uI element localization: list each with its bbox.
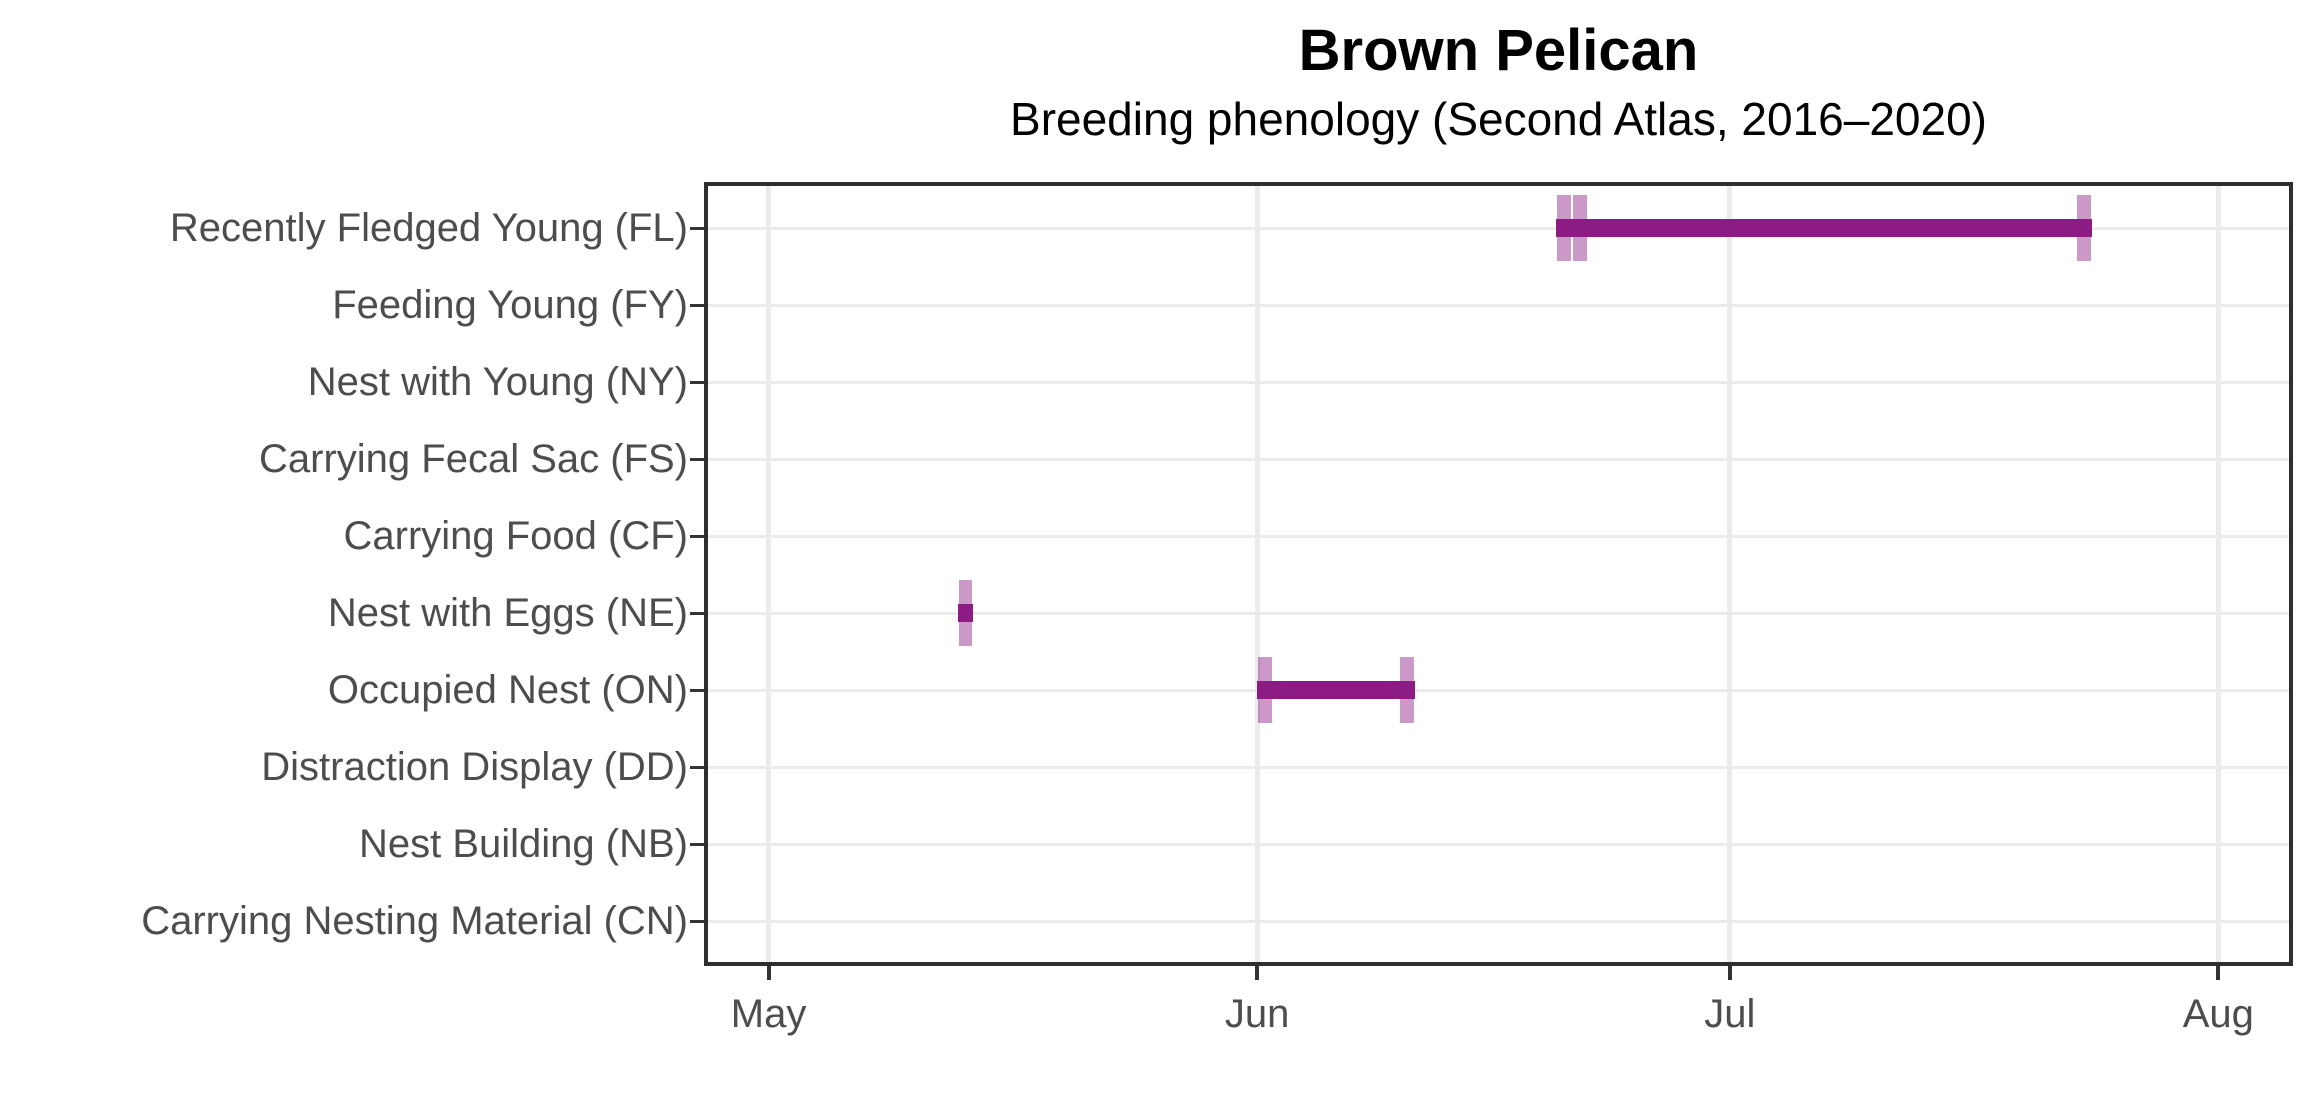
gridline-vertical bbox=[766, 182, 772, 966]
gridline-horizontal bbox=[704, 611, 2293, 615]
x-axis-label: Jun bbox=[1224, 992, 1290, 1036]
phenology-range-bar bbox=[1556, 219, 2093, 237]
gridline-horizontal bbox=[704, 842, 2293, 846]
phenology-range-bar bbox=[957, 604, 974, 622]
y-axis-tick-mark bbox=[690, 611, 704, 615]
x-axis-label: Aug bbox=[2182, 992, 2254, 1036]
phenology-range-bar bbox=[1257, 681, 1415, 699]
gridline-horizontal bbox=[704, 919, 2293, 923]
gridline-horizontal bbox=[704, 303, 2293, 307]
x-axis-tick-mark bbox=[766, 966, 771, 980]
y-axis-label: Carrying Nesting Material (CN) bbox=[141, 899, 688, 943]
y-axis-label: Distraction Display (DD) bbox=[261, 745, 688, 789]
y-axis-label: Carrying Food (CF) bbox=[343, 514, 688, 558]
gridline-vertical bbox=[1727, 182, 1733, 966]
y-axis-label: Recently Fledged Young (FL) bbox=[169, 206, 688, 250]
gridline-vertical bbox=[2215, 182, 2221, 966]
chart-title: Brown Pelican bbox=[1298, 18, 1699, 83]
chart-subtitle: Breeding phenology (Second Atlas, 2016–2… bbox=[1010, 93, 1987, 145]
y-axis-tick-mark bbox=[690, 688, 704, 692]
plot-panel bbox=[704, 182, 2293, 966]
y-axis-label: Nest with Young (NY) bbox=[307, 360, 688, 404]
x-axis-tick-mark bbox=[1727, 966, 1732, 980]
gridline-horizontal bbox=[704, 688, 2293, 692]
y-axis-label: Nest Building (NB) bbox=[358, 822, 688, 866]
gridline-horizontal bbox=[704, 226, 2293, 230]
y-axis-tick-mark bbox=[690, 303, 704, 307]
gridline-vertical bbox=[1254, 182, 1260, 966]
y-axis-tick-mark bbox=[690, 765, 704, 769]
y-axis-tick-mark bbox=[690, 534, 704, 538]
y-axis-label: Feeding Young (FY) bbox=[332, 283, 688, 327]
y-axis-label: Nest with Eggs (NE) bbox=[327, 591, 688, 635]
y-axis-label: Carrying Fecal Sac (FS) bbox=[259, 437, 688, 481]
y-axis-label: Occupied Nest (ON) bbox=[327, 668, 688, 712]
y-axis-tick-mark bbox=[690, 226, 704, 230]
x-axis-tick-mark bbox=[2216, 966, 2221, 980]
y-axis-tick-mark bbox=[690, 842, 704, 846]
gridline-horizontal bbox=[704, 380, 2293, 384]
x-axis-tick-mark bbox=[1255, 966, 1260, 980]
gridline-horizontal bbox=[704, 534, 2293, 538]
y-axis-tick-mark bbox=[690, 919, 704, 923]
y-axis-tick-mark bbox=[690, 380, 704, 384]
x-axis-label: Jul bbox=[1704, 992, 1756, 1036]
gridline-horizontal bbox=[704, 457, 2293, 461]
gridline-horizontal bbox=[704, 765, 2293, 769]
y-axis-tick-mark bbox=[690, 457, 704, 461]
x-axis-label: May bbox=[730, 992, 807, 1036]
